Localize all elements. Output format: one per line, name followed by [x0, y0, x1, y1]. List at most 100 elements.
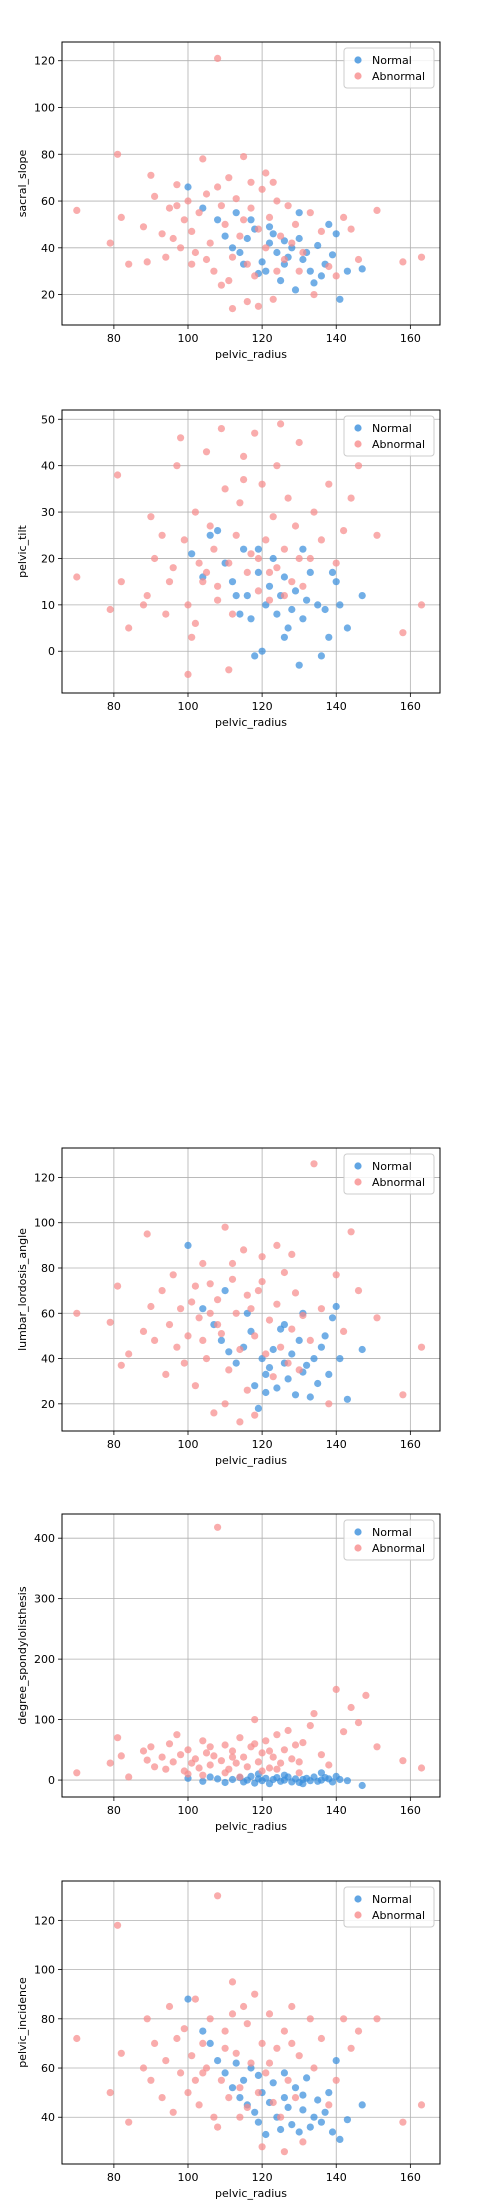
data-point — [291, 587, 300, 595]
data-point — [280, 573, 288, 581]
data-point — [317, 1769, 325, 1777]
data-point — [295, 438, 303, 447]
data-point — [228, 578, 237, 586]
data-point — [117, 1361, 125, 1369]
data-point — [317, 1343, 325, 1351]
data-point — [106, 605, 114, 614]
data-point — [306, 2123, 314, 2131]
data-point — [243, 2020, 251, 2028]
data-point — [325, 1370, 333, 1378]
data-point — [195, 559, 203, 567]
data-point — [158, 531, 166, 539]
data-point — [114, 1921, 122, 1929]
data-point — [210, 267, 218, 275]
data-point — [214, 596, 222, 604]
data-point — [251, 1990, 259, 1998]
data-point — [310, 2113, 318, 2121]
data-point — [243, 592, 251, 600]
data-point — [139, 2064, 148, 2072]
data-point — [236, 248, 244, 257]
data-point — [317, 652, 325, 660]
x-axis-label: pelvic_radius — [215, 2187, 287, 2200]
data-point — [206, 1773, 214, 1781]
series-normal — [188, 527, 366, 669]
data-point — [262, 536, 270, 544]
data-point — [240, 1753, 248, 1761]
legend-label-abnormal: Abnormal — [372, 1909, 425, 1922]
data-point — [217, 202, 225, 210]
y-tick-label: 50 — [41, 413, 55, 426]
data-point — [299, 255, 307, 264]
data-point — [188, 260, 196, 268]
data-point — [214, 216, 222, 224]
data-point — [277, 277, 285, 285]
data-point — [217, 1757, 225, 1765]
data-point — [125, 2118, 133, 2126]
data-point — [217, 425, 225, 433]
data-point — [195, 2101, 203, 2109]
data-point — [199, 1771, 207, 1779]
data-point — [295, 1366, 303, 1374]
data-point — [147, 171, 155, 179]
data-point — [251, 1411, 259, 1419]
x-tick-label: 140 — [326, 1438, 347, 1451]
legend-marker-abnormal — [354, 72, 362, 80]
data-point — [147, 2076, 155, 2084]
data-point — [173, 462, 181, 470]
data-point — [232, 2049, 240, 2057]
data-point — [336, 2135, 344, 2143]
data-point — [114, 1734, 122, 1742]
series-abnormal — [73, 1523, 426, 1781]
data-point — [277, 1343, 285, 1351]
data-point — [143, 592, 151, 600]
data-point — [273, 610, 281, 618]
data-point — [306, 2015, 314, 2023]
data-point — [343, 2116, 351, 2124]
legend-label-normal: Normal — [372, 422, 412, 435]
data-point — [214, 1523, 222, 1531]
data-point — [265, 1764, 274, 1772]
data-point — [343, 624, 351, 632]
data-point — [221, 2027, 229, 2035]
data-point — [236, 1773, 244, 1781]
data-point — [280, 1746, 288, 1754]
data-point — [328, 2128, 337, 2136]
data-point — [273, 1384, 281, 1392]
data-point — [306, 554, 314, 563]
x-tick-label: 120 — [252, 1438, 273, 1451]
data-point — [236, 2113, 244, 2121]
legend-label-normal: Normal — [372, 1160, 412, 1173]
data-point — [299, 615, 307, 623]
data-point — [251, 272, 259, 280]
x-tick-label: 100 — [178, 1438, 199, 1451]
data-point — [317, 227, 325, 235]
data-point — [254, 545, 262, 553]
data-point — [184, 2089, 192, 2097]
x-tick-label: 100 — [178, 2171, 199, 2184]
data-point — [280, 1268, 288, 1277]
scatter-chart-5: 80 100 120 140 160 40 60 80 100 120 pelvic_radius p… — [16, 1880, 441, 2200]
data-point — [332, 1685, 340, 1693]
data-point — [358, 265, 366, 273]
x-tick-label: 160 — [400, 2171, 421, 2184]
data-point — [202, 255, 211, 264]
data-point — [240, 476, 248, 484]
data-point — [262, 2130, 270, 2139]
data-point — [169, 1271, 177, 1279]
data-point — [269, 1753, 277, 1761]
data-point — [265, 1747, 274, 1755]
data-point — [273, 1300, 281, 1308]
data-point — [417, 601, 426, 609]
data-point — [295, 1336, 303, 1344]
legend-marker-abnormal — [354, 1178, 362, 1186]
data-point — [284, 624, 292, 632]
data-point — [273, 248, 281, 257]
data-point — [258, 1749, 266, 1757]
x-tick-label: 140 — [326, 1804, 347, 1817]
data-point — [358, 1345, 366, 1354]
data-point — [314, 2096, 322, 2104]
x-axis-label: pelvic_radius — [215, 348, 287, 361]
data-point — [306, 1393, 314, 1401]
data-point — [117, 213, 125, 221]
data-point — [269, 513, 277, 521]
